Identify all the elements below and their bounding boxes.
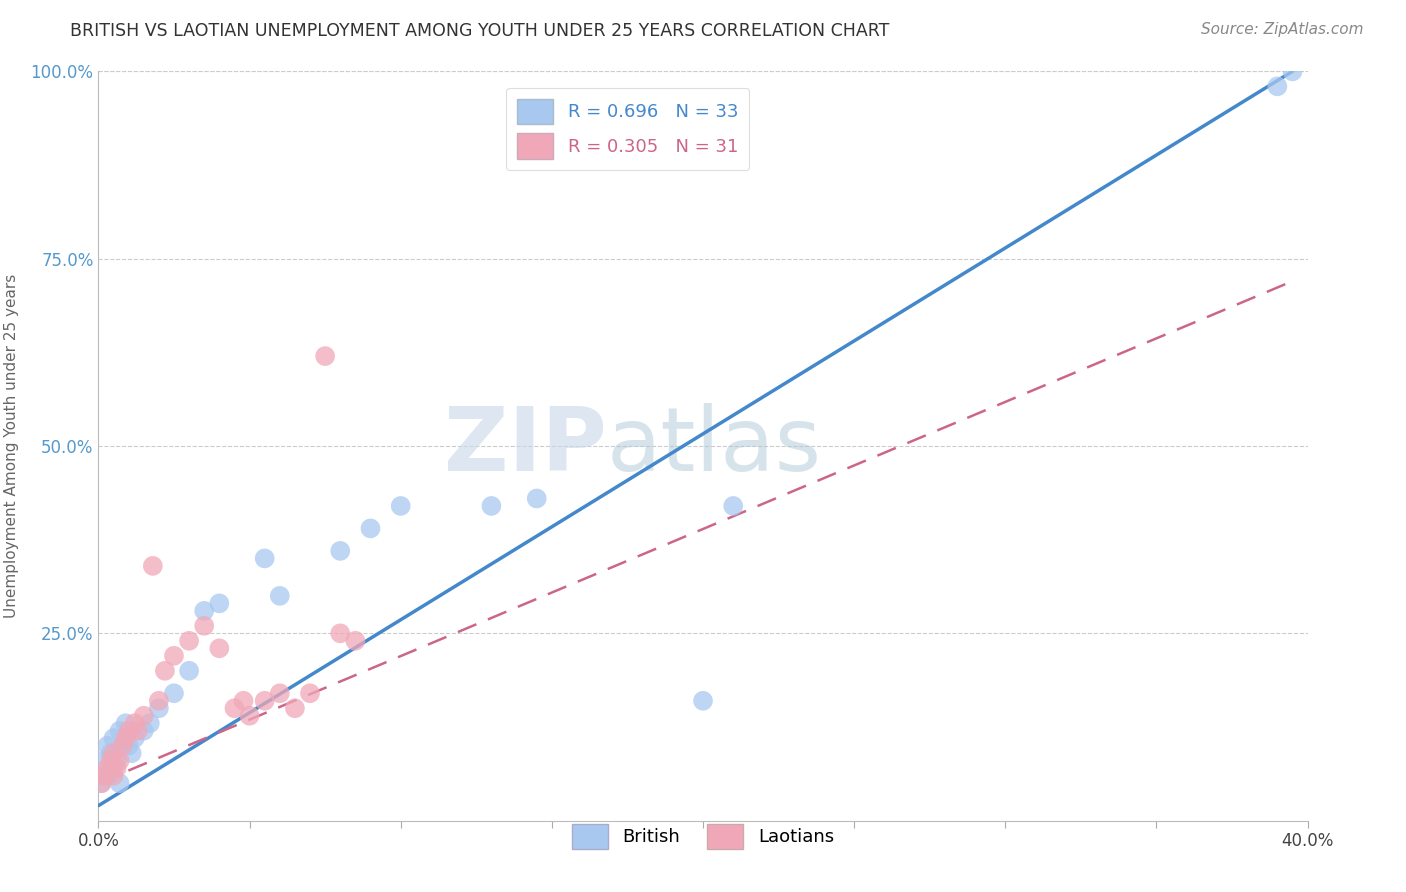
Point — [124, 716, 146, 731]
Point — [103, 746, 125, 760]
Point — [329, 544, 352, 558]
Point — [127, 723, 149, 738]
Point — [692, 694, 714, 708]
Point — [360, 521, 382, 535]
Point — [208, 641, 231, 656]
Text: BRITISH VS LAOTIAN UNEMPLOYMENT AMONG YOUTH UNDER 25 YEARS CORRELATION CHART: BRITISH VS LAOTIAN UNEMPLOYMENT AMONG YO… — [70, 22, 890, 40]
Point — [253, 694, 276, 708]
Point — [481, 499, 503, 513]
Point — [132, 723, 155, 738]
Point — [108, 754, 131, 768]
Point — [389, 499, 412, 513]
Point — [269, 589, 291, 603]
Point — [118, 723, 141, 738]
Point — [121, 746, 143, 760]
Point — [90, 776, 112, 790]
Point — [108, 723, 131, 738]
Point — [526, 491, 548, 506]
Point — [232, 694, 254, 708]
Point — [193, 604, 215, 618]
Point — [96, 761, 118, 775]
Y-axis label: Unemployment Among Youth under 25 years: Unemployment Among Youth under 25 years — [4, 274, 20, 618]
Point — [93, 769, 115, 783]
Point — [153, 664, 176, 678]
Point — [163, 648, 186, 663]
Point — [253, 551, 276, 566]
Point — [148, 694, 170, 708]
Point — [103, 731, 125, 746]
Point — [108, 776, 131, 790]
Point — [90, 776, 112, 790]
Point — [314, 349, 336, 363]
Point — [1281, 64, 1303, 78]
Point — [96, 739, 118, 753]
Point — [299, 686, 322, 700]
Point — [269, 686, 291, 700]
Point — [344, 633, 367, 648]
Point — [111, 739, 134, 753]
Point — [139, 716, 162, 731]
Point — [114, 716, 136, 731]
Legend: British, Laotians: British, Laotians — [565, 816, 841, 856]
Point — [208, 596, 231, 610]
Text: atlas: atlas — [606, 402, 821, 490]
Point — [179, 633, 201, 648]
Point — [118, 739, 141, 753]
Point — [93, 754, 115, 768]
Point — [100, 746, 122, 760]
Point — [284, 701, 307, 715]
Point — [103, 769, 125, 783]
Point — [100, 754, 122, 768]
Point — [142, 558, 165, 573]
Point — [179, 664, 201, 678]
Point — [105, 761, 128, 775]
Point — [193, 619, 215, 633]
Point — [239, 708, 262, 723]
Point — [124, 731, 146, 746]
Point — [111, 739, 134, 753]
Text: ZIP: ZIP — [443, 402, 606, 490]
Point — [723, 499, 745, 513]
Point — [163, 686, 186, 700]
Point — [1267, 79, 1289, 94]
Point — [103, 761, 125, 775]
Point — [114, 731, 136, 746]
Point — [96, 769, 118, 783]
Point — [148, 701, 170, 715]
Point — [105, 754, 128, 768]
Text: Source: ZipAtlas.com: Source: ZipAtlas.com — [1201, 22, 1364, 37]
Point — [329, 626, 352, 640]
Point — [224, 701, 246, 715]
Point — [132, 708, 155, 723]
